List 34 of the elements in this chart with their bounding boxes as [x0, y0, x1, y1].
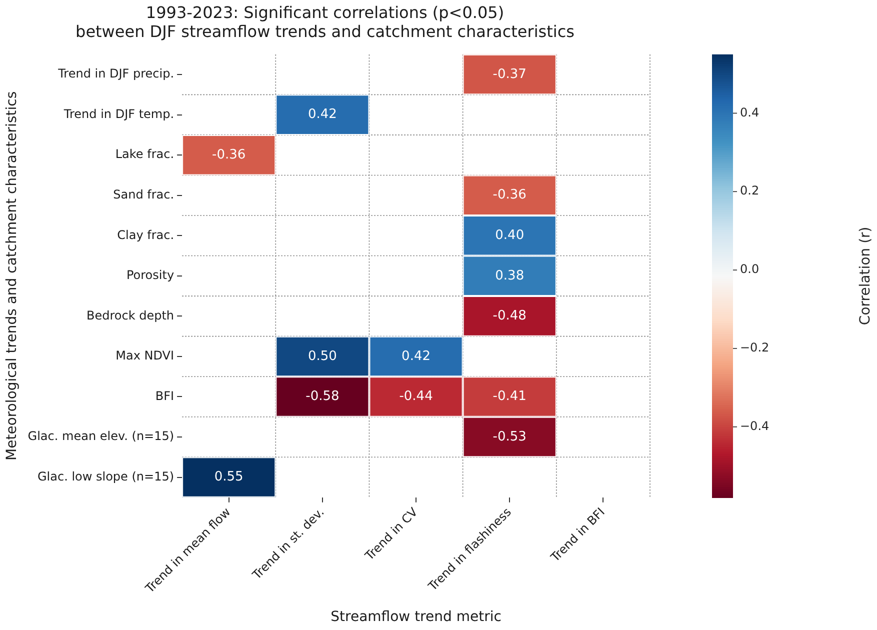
data-label: 0.42	[308, 107, 337, 122]
data-label: -0.48	[492, 308, 526, 324]
data-label: 0.55	[214, 470, 244, 485]
data-label: -0.36	[212, 147, 246, 162]
x-axis-title: Streamflow trend metric	[330, 609, 502, 626]
data-label: 0.38	[495, 268, 524, 284]
y-tick-label: Glac. low slope (n=15)	[37, 469, 174, 484]
data-label: -0.53	[492, 429, 526, 444]
data-label: -0.41	[492, 389, 526, 404]
data-label: -0.44	[399, 389, 433, 404]
y-tick-label: Sand frac.	[113, 187, 174, 202]
color-bar-label: 0.2	[740, 184, 760, 198]
data-label: -0.36	[492, 188, 526, 203]
color-bar-label: −0.4	[740, 418, 770, 433]
color-bar-title: Correlation (r)	[858, 226, 874, 326]
chart-title: 1993-2023: Significant correlations (p<0.05) between DJF streamflow trends and catchment characteristics	[76, 2, 574, 41]
color-bar-label: 0.0	[740, 262, 760, 276]
data-label: 0.40	[495, 228, 524, 244]
data-label: -0.37	[492, 66, 526, 82]
color-bar-label: −0.2	[740, 340, 770, 355]
data-label: 0.50	[308, 348, 337, 364]
data-label: 0.42	[402, 348, 430, 364]
y-tick-label: BFI	[155, 388, 174, 403]
data-label: -0.58	[306, 389, 340, 404]
y-tick-label: Trend in DJF temp.	[62, 106, 174, 121]
y-tick-label: Trend in DJF precip.	[57, 66, 174, 81]
y-tick-label: Porosity	[126, 268, 174, 282]
color-bar-label: 0.4	[740, 105, 760, 120]
y-tick-label: Glac. mean elev. (n=15)	[28, 429, 174, 444]
y-axis-title: Meteorological trends and catchment characteristics	[4, 91, 20, 460]
y-tick-label: Max NDVI	[116, 348, 174, 363]
y-tick-label: Clay frac.	[117, 228, 174, 242]
y-tick-label: Bedrock depth	[86, 308, 174, 322]
y-tick-label: Lake frac.	[115, 147, 174, 162]
